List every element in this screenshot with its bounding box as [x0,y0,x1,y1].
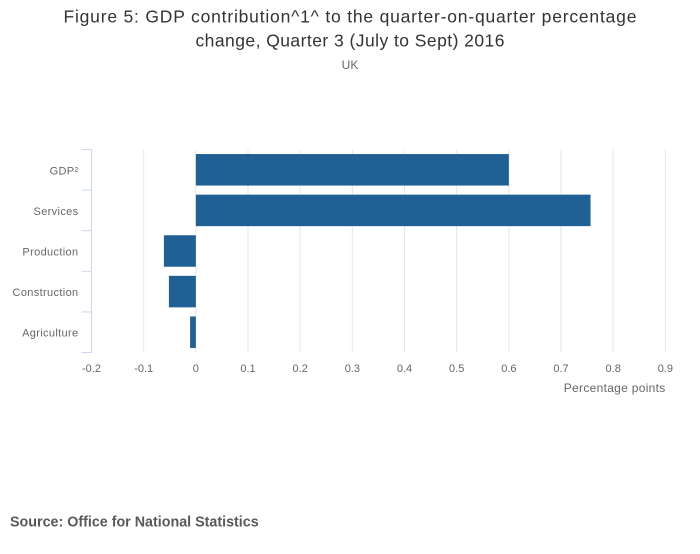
svg-text:Agriculture: Agriculture [22,328,78,340]
svg-text:0.7: 0.7 [553,363,568,375]
svg-text:-0.2: -0.2 [82,363,101,375]
svg-text:-0.1: -0.1 [134,363,153,375]
svg-text:0.3: 0.3 [345,363,360,375]
svg-text:Production: Production [22,247,78,259]
svg-text:0.4: 0.4 [397,363,412,375]
svg-text:Services: Services [34,206,79,218]
svg-text:0.5: 0.5 [449,363,464,375]
svg-text:0: 0 [193,363,199,375]
svg-text:Construction: Construction [13,287,79,299]
svg-text:0.1: 0.1 [240,363,255,375]
svg-text:Figure 5: GDP contribution^1^: Figure 5: GDP contribution^1^ to the qua… [63,6,637,26]
svg-text:Percentage points: Percentage points [564,381,666,395]
svg-text:change, Quarter 3 (July to Sep: change, Quarter 3 (July to Sept) 2016 [195,30,504,50]
svg-text:0.8: 0.8 [606,363,621,375]
svg-text:Source: Office for National St: Source: Office for National Statistics [10,515,259,531]
svg-text:0.9: 0.9 [658,363,673,375]
svg-text:GDP²: GDP² [50,165,79,177]
svg-text:0.2: 0.2 [293,363,308,375]
svg-text:UK: UK [342,58,359,72]
svg-text:0.6: 0.6 [501,363,516,375]
